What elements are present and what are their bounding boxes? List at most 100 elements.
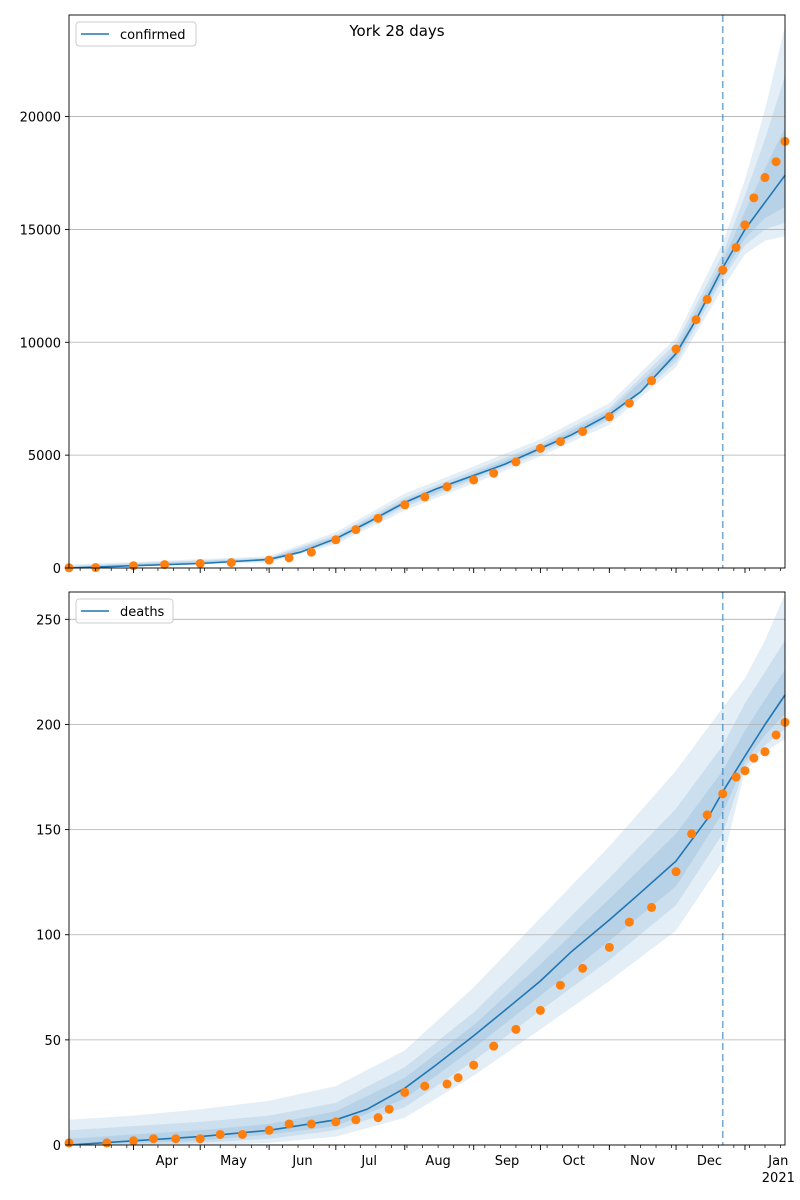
observed-point xyxy=(489,468,499,478)
confirmed-fit-line xyxy=(68,174,786,569)
observed-point xyxy=(331,535,341,545)
observed-point xyxy=(771,157,781,167)
observed-point xyxy=(160,560,170,570)
uncertainty-band-2 xyxy=(69,640,785,1145)
observed-point xyxy=(453,1073,463,1083)
legend-box xyxy=(75,21,197,47)
observed-point xyxy=(148,1134,158,1144)
deaths-axes-frame xyxy=(68,591,786,1146)
observed-point xyxy=(604,412,614,422)
y-tick-label: 0 xyxy=(53,562,61,577)
x-year-label: 2021 xyxy=(762,1171,795,1186)
observed-point xyxy=(511,457,521,467)
observed-point xyxy=(702,294,712,304)
y-tick-label: 100 xyxy=(36,929,61,944)
y-tick-label: 20000 xyxy=(20,111,61,126)
uncertainty-band-1 xyxy=(69,26,785,569)
y-tick-label: 15000 xyxy=(20,223,61,238)
observed-point xyxy=(351,1115,361,1125)
observed-point xyxy=(226,558,236,568)
observed-point xyxy=(535,443,545,453)
y-tick-label: 150 xyxy=(36,824,61,839)
observed-point xyxy=(195,1134,205,1144)
confirmed-observed-points xyxy=(64,136,790,573)
observed-point xyxy=(373,1113,383,1123)
observed-point xyxy=(400,500,410,510)
observed-point xyxy=(647,902,657,912)
observed-point xyxy=(702,810,712,820)
confirmed-x-axis xyxy=(79,568,781,573)
observed-point xyxy=(489,1041,499,1051)
observed-point xyxy=(740,766,750,776)
observed-point xyxy=(400,1087,410,1097)
observed-point xyxy=(740,220,750,230)
observed-point xyxy=(760,173,770,183)
y-tick-label: 0 xyxy=(53,1139,61,1154)
observed-point xyxy=(687,829,697,839)
observed-point xyxy=(535,1005,545,1015)
deaths-y-axis: 0 50 100 150 200 250 xyxy=(36,613,69,1154)
observed-point xyxy=(731,242,741,252)
y-tick-label: 200 xyxy=(36,718,61,733)
observed-point xyxy=(749,193,759,203)
uncertainty-band-3 xyxy=(69,669,785,1145)
observed-point xyxy=(578,426,588,436)
y-tick-label: 250 xyxy=(36,613,61,628)
observed-point xyxy=(749,753,759,763)
x-tick-label: Jul xyxy=(360,1154,377,1169)
legend-box xyxy=(75,598,174,624)
observed-point xyxy=(718,789,728,799)
x-tick-label: Apr xyxy=(156,1154,179,1169)
confirmed-y-axis: 0 5000 10000 15000 20000 xyxy=(20,111,69,577)
x-tick-label: May xyxy=(220,1154,247,1169)
observed-point xyxy=(102,1138,112,1148)
x-tick-label: Dec xyxy=(697,1154,722,1169)
observed-point xyxy=(264,1125,274,1135)
deaths-legend: deaths xyxy=(75,598,174,624)
uncertainty-band-1 xyxy=(69,594,785,1145)
y-tick-label: 10000 xyxy=(20,336,61,351)
deaths-panel: 0 50 100 150 200 250 Apr May Jun Jul Aug Sep Oct Nov… xyxy=(36,591,795,1186)
x-tick-label: Oct xyxy=(563,1154,585,1169)
observed-point xyxy=(731,772,741,782)
observed-point xyxy=(671,867,681,877)
observed-point xyxy=(691,315,701,325)
observed-point xyxy=(306,547,316,557)
legend-label: confirmed xyxy=(120,28,186,43)
observed-point xyxy=(469,1060,479,1070)
confirmed-uncertainty-bands xyxy=(69,26,785,569)
observed-point xyxy=(284,553,294,563)
observed-point xyxy=(624,917,634,927)
observed-point xyxy=(264,555,274,565)
y-tick-label: 50 xyxy=(44,1034,61,1049)
observed-point xyxy=(760,747,770,757)
figure-title: York 28 days xyxy=(348,22,444,40)
observed-point xyxy=(384,1104,394,1114)
observed-point xyxy=(373,513,383,523)
observed-point xyxy=(442,482,452,492)
observed-point xyxy=(511,1024,521,1034)
observed-point xyxy=(306,1119,316,1129)
observed-point xyxy=(624,398,634,408)
observed-point xyxy=(442,1079,452,1089)
observed-point xyxy=(555,980,565,990)
confirmed-axes-frame xyxy=(68,14,786,569)
x-tick-label: Sep xyxy=(495,1154,520,1169)
observed-point xyxy=(195,558,205,568)
observed-point xyxy=(171,1134,181,1144)
observed-point xyxy=(215,1129,225,1139)
observed-point xyxy=(351,525,361,535)
observed-point xyxy=(420,492,430,502)
confirmed-panel: 0 5000 10000 15000 20000 confirmed xyxy=(20,14,790,577)
y-tick-label: 5000 xyxy=(28,449,61,464)
deaths-uncertainty-bands xyxy=(69,594,785,1145)
x-tick-label: Jan xyxy=(767,1154,788,1169)
x-tick-label: Aug xyxy=(425,1154,450,1169)
observed-point xyxy=(91,563,101,573)
observed-point xyxy=(671,344,681,354)
observed-point xyxy=(237,1129,247,1139)
observed-point xyxy=(331,1117,341,1127)
observed-point xyxy=(604,942,614,952)
observed-point xyxy=(469,475,479,485)
